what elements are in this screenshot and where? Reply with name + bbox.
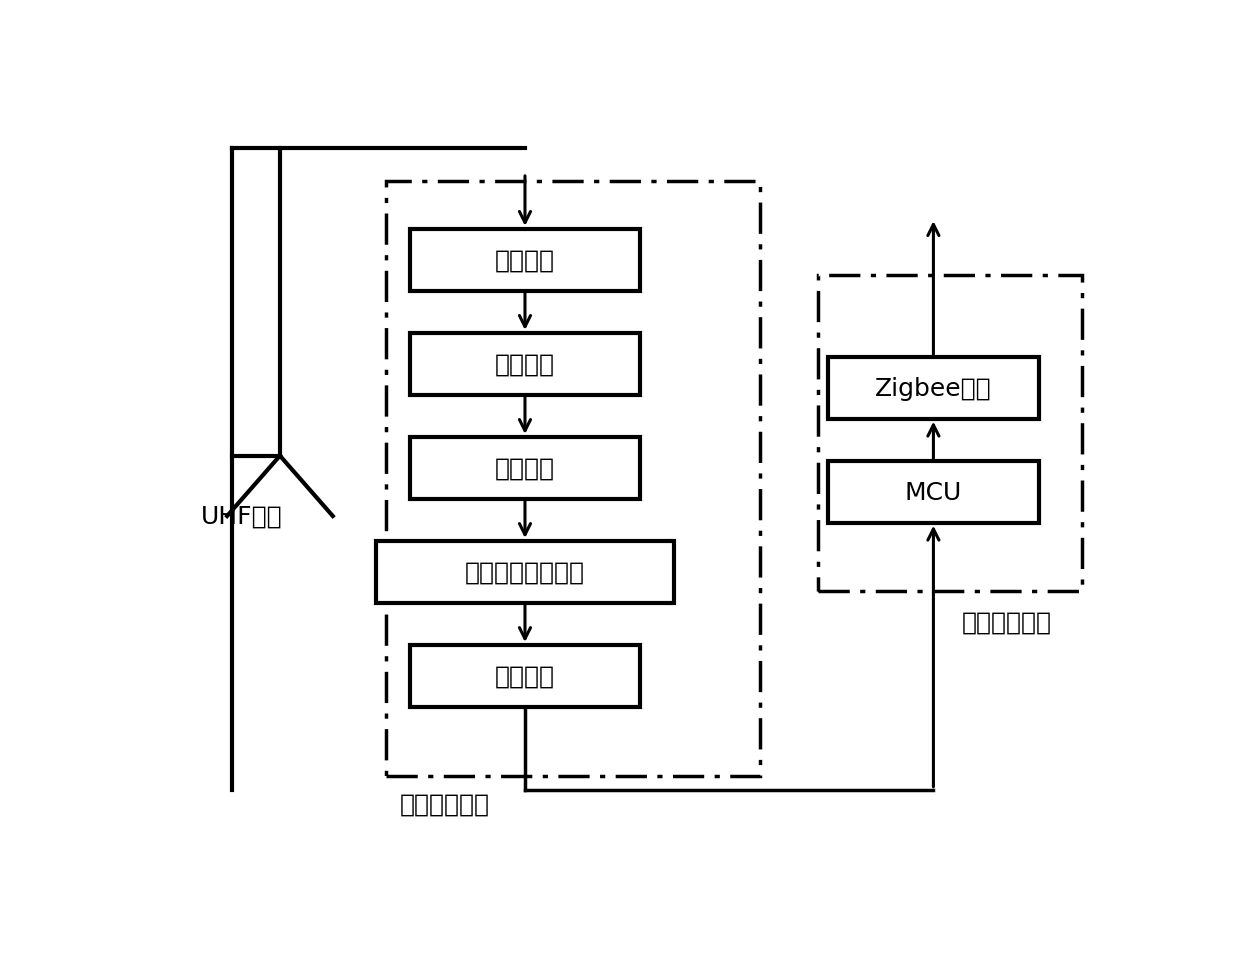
Text: Zigbee模块: Zigbee模块 bbox=[875, 377, 992, 400]
Text: 放大电路: 放大电路 bbox=[495, 248, 556, 273]
Bar bbox=[409, 333, 640, 395]
Text: 滤波电路: 滤波电路 bbox=[495, 352, 556, 377]
Text: 检波电路: 检波电路 bbox=[495, 457, 556, 480]
Bar bbox=[828, 358, 1039, 420]
Text: 电压反馈放大电路: 电压反馈放大电路 bbox=[465, 560, 585, 584]
Text: MCU: MCU bbox=[905, 480, 962, 505]
Bar bbox=[376, 542, 675, 603]
Text: 信号采集单元: 信号采集单元 bbox=[401, 792, 490, 816]
Bar bbox=[818, 276, 1083, 592]
Text: 稳压电路: 稳压电路 bbox=[495, 664, 556, 689]
Bar bbox=[409, 645, 640, 707]
Bar bbox=[386, 181, 760, 777]
Text: UHF天线: UHF天线 bbox=[201, 505, 283, 528]
Bar bbox=[828, 462, 1039, 523]
Text: 数据传输单元: 数据传输单元 bbox=[962, 610, 1053, 634]
Bar bbox=[409, 230, 640, 291]
Bar bbox=[409, 437, 640, 499]
